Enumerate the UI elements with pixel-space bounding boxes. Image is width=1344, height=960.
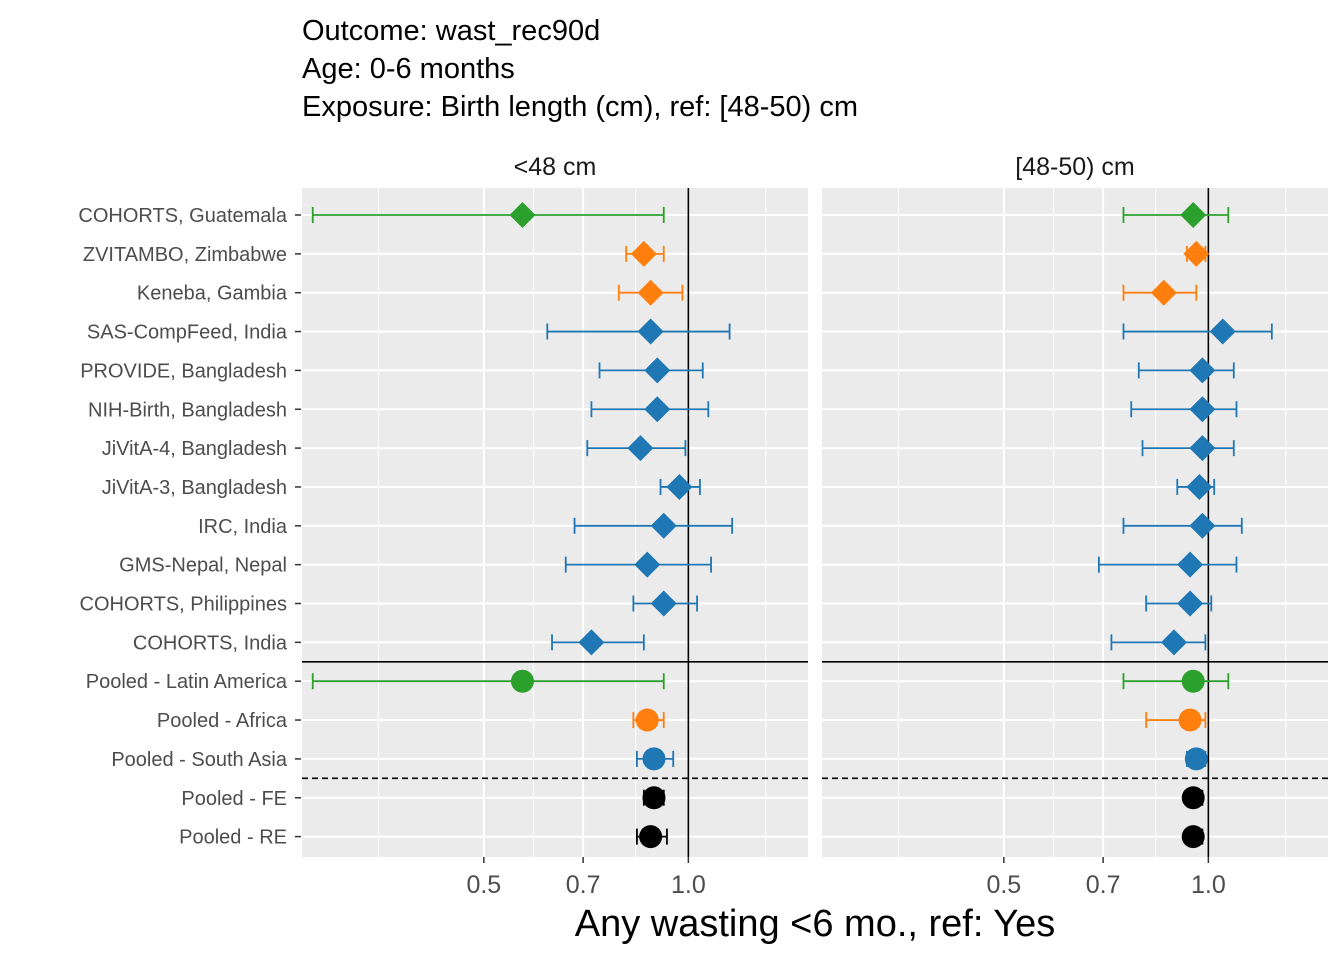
point-estimate-diamond (1183, 240, 1210, 267)
point-estimate-circle (635, 708, 659, 732)
point-estimate-diamond (644, 396, 671, 423)
panel-strip-label: [48-50) cm (1015, 153, 1134, 181)
row-label: GMS-Nepal, Nepal (119, 555, 287, 577)
point-estimate-circle (510, 669, 534, 693)
point-estimate-diamond (1189, 396, 1216, 423)
row-label: Pooled - South Asia (111, 749, 288, 771)
row-label: NIH-Birth, Bangladesh (88, 399, 287, 421)
row-label: JiVitA-3, Bangladesh (102, 477, 287, 499)
point-estimate-diamond (1189, 435, 1216, 462)
point-estimate-diamond (650, 512, 677, 539)
x-tick-label: 1.0 (1191, 871, 1226, 899)
point-estimate-diamond (509, 202, 536, 228)
row-label: COHORTS, Guatemala (78, 205, 287, 227)
point-estimate-diamond (634, 551, 661, 578)
x-tick-label: 0.5 (986, 871, 1021, 899)
x-tick-label: 0.7 (1086, 871, 1121, 899)
point-estimate-circle (1184, 747, 1208, 771)
title-line-age: Age: 0-6 months (302, 53, 515, 85)
panel-background (822, 188, 1328, 857)
row-label: Pooled - FE (181, 788, 287, 810)
x-tick-label: 0.5 (466, 871, 501, 899)
point-estimate-diamond (1177, 551, 1204, 578)
row-label: JiVitA-4, Bangladesh (102, 438, 287, 460)
point-estimate-circle (639, 825, 663, 849)
point-estimate-diamond (1189, 357, 1216, 384)
point-estimate-circle (642, 747, 666, 771)
point-estimate-diamond (644, 357, 671, 384)
row-label: Keneba, Gambia (137, 283, 288, 305)
point-estimate-diamond (1150, 279, 1177, 306)
panel-strip-label: <48 cm (514, 153, 597, 181)
row-label: Pooled - Latin America (86, 671, 288, 693)
point-estimate-diamond (637, 318, 664, 345)
point-estimate-diamond (1180, 202, 1207, 228)
point-estimate-diamond (630, 240, 657, 267)
chart-title: Outcome: wast_rec90d Age: 0-6 months Exp… (302, 12, 858, 126)
row-label: COHORTS, India (133, 632, 288, 654)
panel-2: [48-50) cm 0.5 0.7 1.0 (822, 153, 1328, 899)
panel-background (302, 188, 808, 857)
x-tick-label: 1.0 (671, 871, 706, 899)
row-label: Pooled - RE (179, 827, 287, 849)
row-label: Pooled - Africa (157, 710, 288, 732)
point-estimate-diamond (1177, 590, 1204, 617)
title-line-exposure: Exposure: Birth length (cm), ref: [48-50… (302, 91, 859, 123)
row-label: SAS-CompFeed, India (87, 322, 288, 344)
row-label: IRC, India (198, 516, 288, 538)
point-estimate-diamond (666, 473, 693, 500)
point-estimate-diamond (578, 629, 605, 656)
point-estimate-diamond (650, 590, 677, 617)
title-line-outcome: Outcome: wast_rec90d (302, 15, 601, 47)
point-estimate-circle (1181, 786, 1205, 810)
point-estimate-circle (1181, 825, 1205, 849)
point-estimate-diamond (1209, 318, 1236, 345)
point-estimate-circle (1178, 708, 1202, 732)
point-estimate-circle (642, 786, 666, 810)
row-label: COHORTS, Philippines (80, 594, 287, 616)
point-estimate-diamond (627, 435, 654, 462)
point-estimate-diamond (637, 279, 664, 306)
point-estimate-diamond (1186, 473, 1213, 500)
x-tick-label: 0.7 (566, 871, 601, 899)
x-axis-title: Any wasting <6 mo., ref: Yes (575, 903, 1056, 945)
point-estimate-diamond (1189, 512, 1216, 539)
panel-1: <48 cm 0.5 0.7 1.0 (302, 153, 808, 899)
point-estimate-diamond (1160, 629, 1187, 656)
row-label: ZVITAMBO, Zimbabwe (83, 244, 287, 266)
row-label: PROVIDE, Bangladesh (80, 360, 287, 382)
point-estimate-circle (1181, 669, 1205, 693)
